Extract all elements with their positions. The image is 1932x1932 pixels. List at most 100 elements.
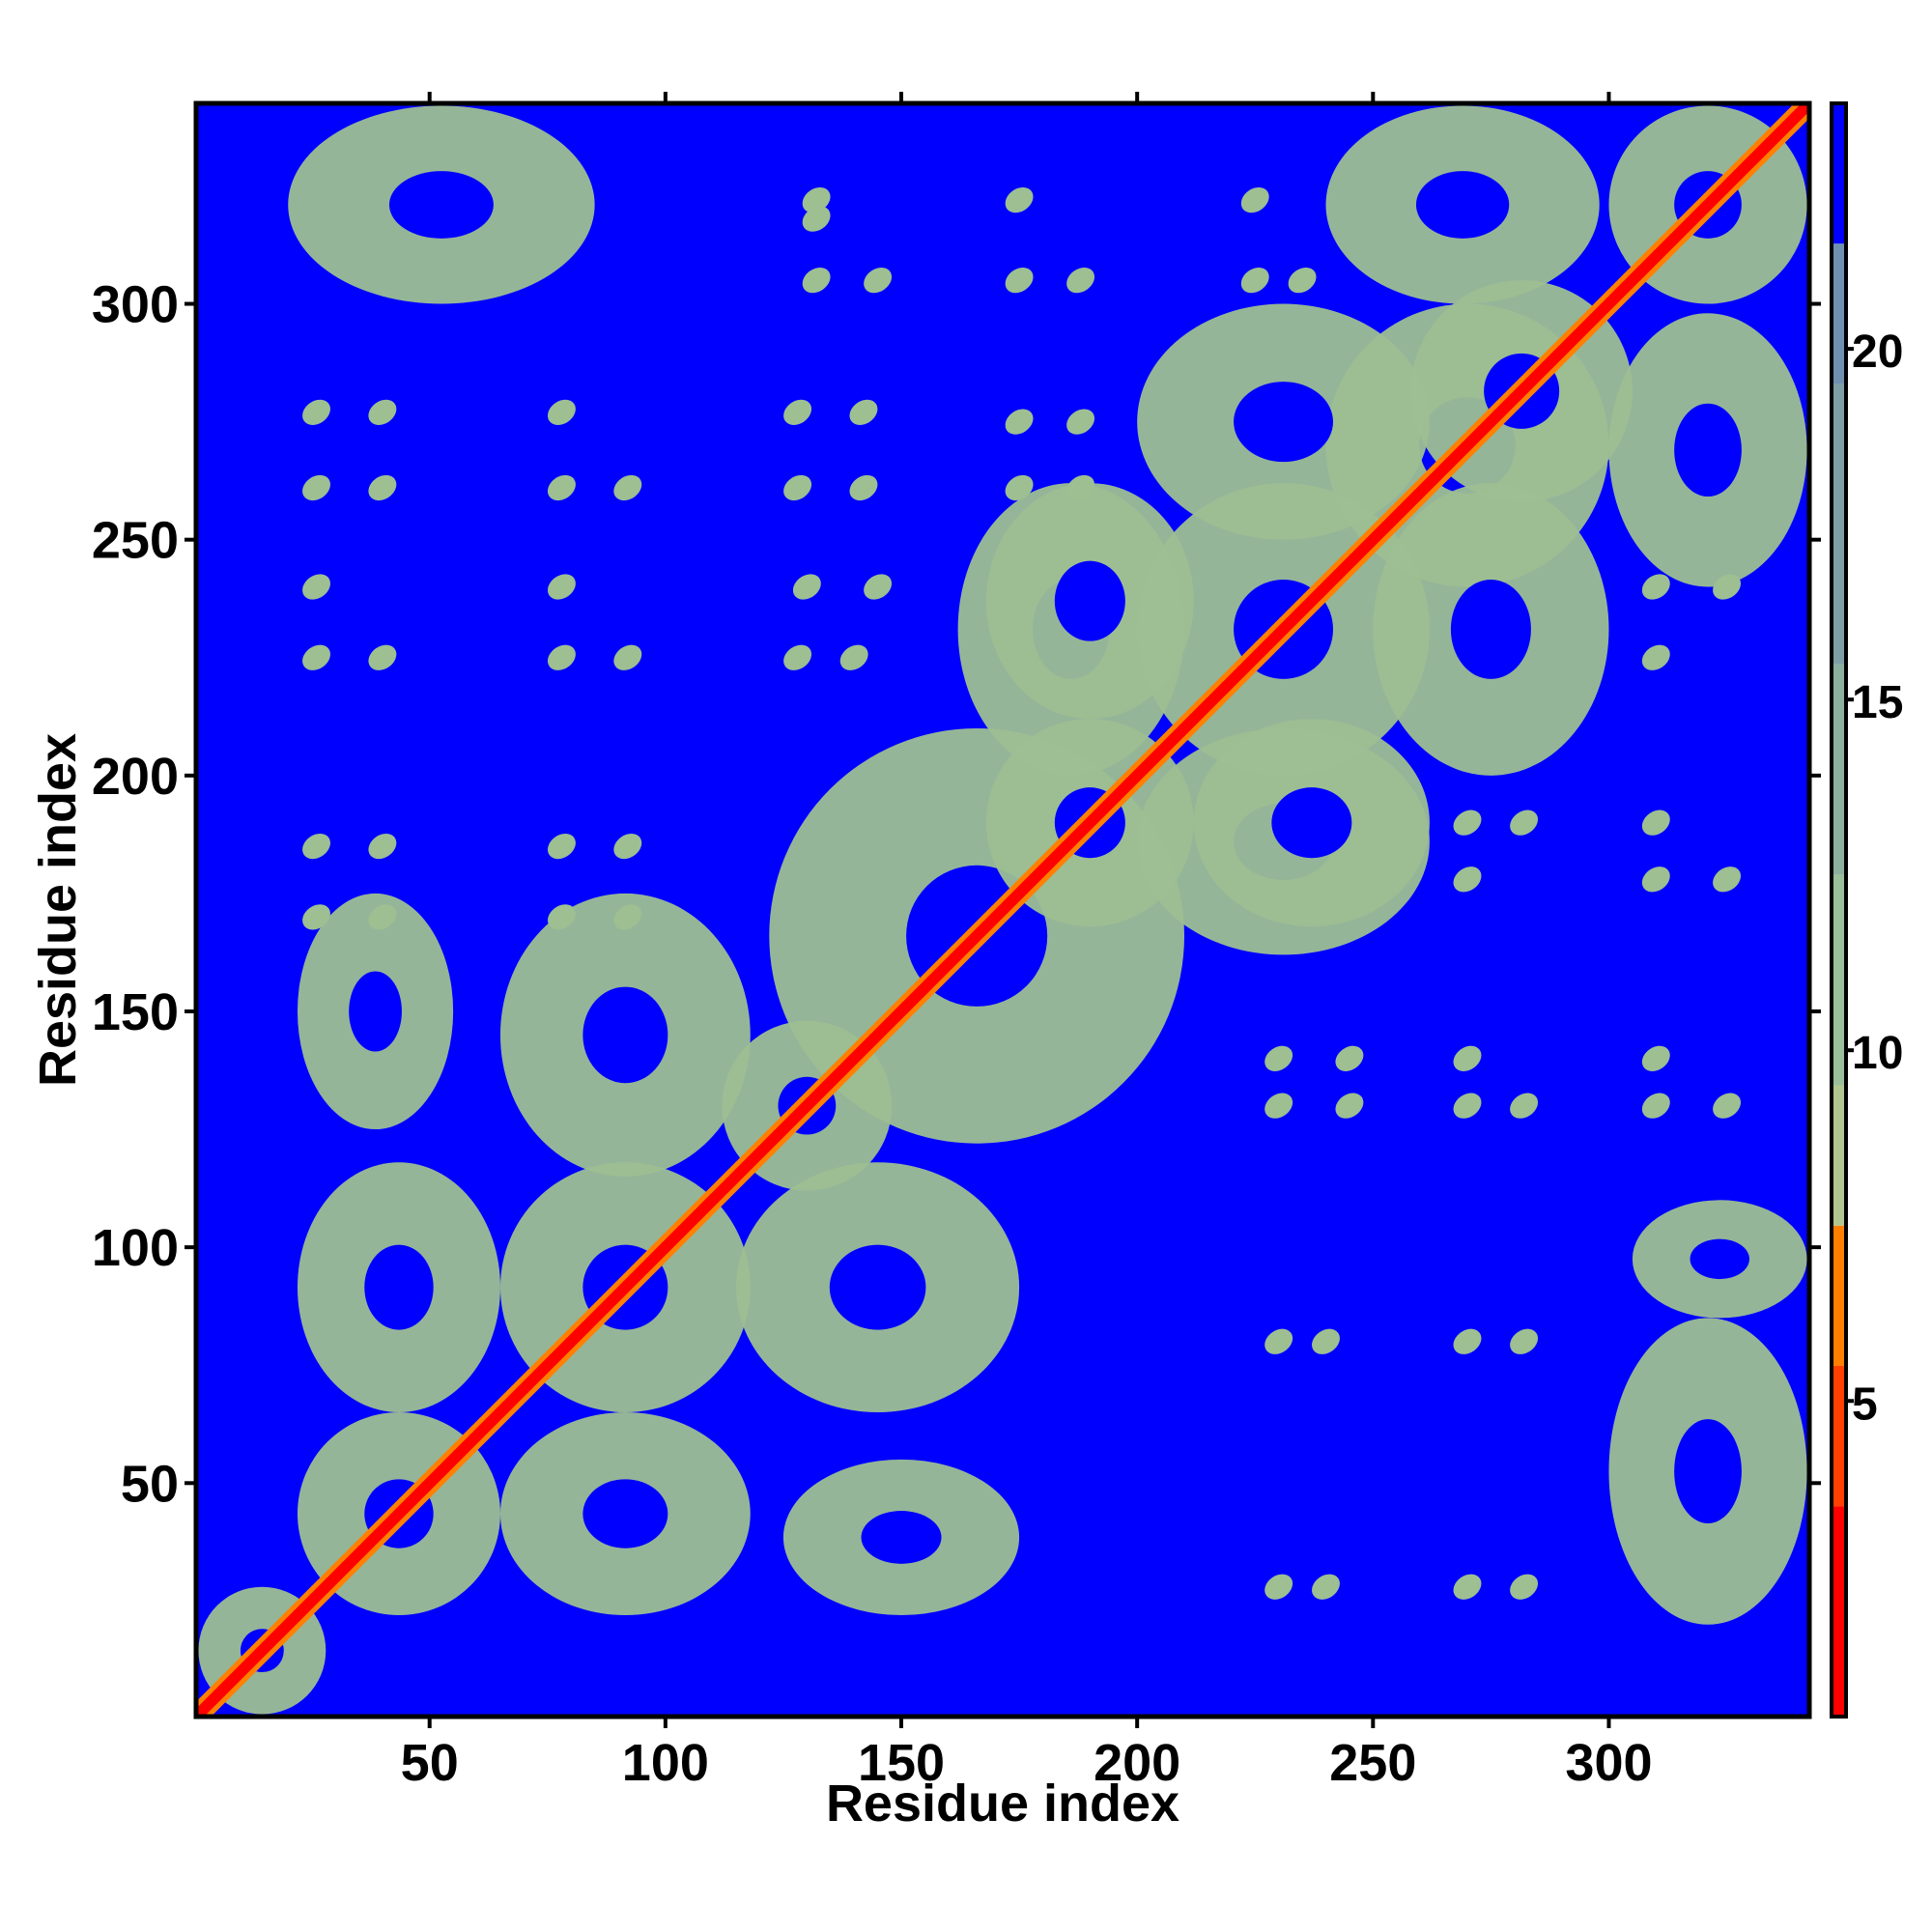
contact-spot <box>547 833 576 860</box>
contact-spot <box>613 644 642 670</box>
contact-spot <box>1066 409 1095 435</box>
contact-block-pocket <box>1234 382 1334 463</box>
colorbar-segment <box>1832 874 1846 1086</box>
colorbar-segment <box>1832 103 1846 244</box>
contact-spot <box>1335 1093 1364 1119</box>
colorbar-segment <box>1832 1085 1846 1226</box>
contact-spot <box>547 904 576 930</box>
contact-spot <box>1453 810 1482 836</box>
contact-spot <box>302 833 330 860</box>
heatmap-area <box>196 103 1809 1717</box>
contact-block-pocket <box>861 1511 942 1564</box>
colorbar-segment <box>1832 664 1846 875</box>
contact-spot <box>792 574 821 600</box>
contact-spot <box>1264 1328 1293 1354</box>
contact-spot <box>1240 267 1269 294</box>
contact-block-pocket <box>1450 579 1531 679</box>
contact-spot <box>368 399 397 425</box>
contact-spot <box>302 399 330 425</box>
contact-spot <box>547 399 576 425</box>
contact-spot <box>368 904 397 930</box>
contact-block-pocket <box>364 1244 434 1330</box>
contact-spot <box>783 644 812 670</box>
x-tick-label: 300 <box>1565 1734 1652 1792</box>
contact-spot <box>368 644 397 670</box>
contact-spot <box>1264 1093 1293 1119</box>
contact-spot <box>1066 474 1095 501</box>
contact-spot <box>1005 409 1034 435</box>
contact-block-pocket <box>1674 403 1742 497</box>
contact-spot <box>1005 474 1034 501</box>
contact-spot <box>839 644 868 670</box>
x-tick-label: 50 <box>401 1734 459 1792</box>
contact-spot <box>1005 186 1034 213</box>
contact-spot <box>1641 867 1670 893</box>
colorbar-segment <box>1832 1225 1846 1366</box>
contact-spot <box>368 474 397 501</box>
colorbar-frame <box>1830 101 1848 1719</box>
contact-spot <box>1288 267 1317 294</box>
contact-spot <box>1453 1328 1482 1354</box>
colorbar-tick-label: 20 <box>1852 327 1903 378</box>
contact-spot <box>1713 1093 1742 1119</box>
contact-spot <box>1510 1328 1539 1354</box>
contact-spot <box>1510 1093 1539 1119</box>
contact-spot <box>1005 267 1034 294</box>
contact-spot <box>613 474 642 501</box>
contact-spot <box>302 574 330 600</box>
contact-spot <box>1641 644 1670 670</box>
x-tick-label: 100 <box>622 1734 709 1792</box>
contact-spot <box>1453 1045 1482 1071</box>
contact-block-pocket <box>582 1479 668 1548</box>
colorbar-tick-label: 10 <box>1852 1028 1903 1079</box>
contact-block-pocket <box>1271 787 1352 859</box>
contact-spot <box>1510 810 1539 836</box>
contact-spot <box>1641 1045 1670 1071</box>
contact-spot <box>1453 1574 1482 1600</box>
y-tick-label: 50 <box>121 1455 179 1513</box>
contact-block-pocket <box>1674 1419 1742 1524</box>
x-tick-label: 200 <box>1094 1734 1180 1792</box>
contact-spot <box>1240 186 1269 213</box>
contact-spot <box>1641 574 1670 600</box>
contact-spot <box>864 267 893 294</box>
contact-spot <box>1713 574 1742 600</box>
contact-spot <box>1641 810 1670 836</box>
x-tick-label: 150 <box>858 1734 945 1792</box>
x-axis: 50 100 150 200 250 300 <box>401 92 1653 1792</box>
contact-spot <box>1312 1574 1340 1600</box>
contact-block-pocket <box>1690 1238 1749 1280</box>
colorbar-tick-label: 5 <box>1852 1378 1878 1430</box>
contact-spot <box>1264 1574 1293 1600</box>
contact-block-pocket <box>388 171 494 239</box>
contact-spot <box>302 644 330 670</box>
contact-spot <box>1453 1093 1482 1119</box>
plot-frame <box>193 100 1812 1719</box>
y-tick-label: 200 <box>92 748 179 806</box>
contact-spot <box>783 399 812 425</box>
contact-spot <box>547 474 576 501</box>
x-tick-label: 250 <box>1329 1734 1416 1792</box>
colorbar-segment <box>1832 1365 1846 1507</box>
y-tick-label: 250 <box>92 512 179 570</box>
contact-block-pocket <box>349 971 402 1052</box>
contact-block-pocket <box>1415 171 1510 239</box>
contact-spot <box>1453 867 1482 893</box>
contact-spot <box>547 644 576 670</box>
contact-spot <box>1335 1045 1364 1071</box>
contact-spot <box>849 474 878 501</box>
contact-block-pocket <box>582 986 668 1084</box>
y-tick-label: 100 <box>92 1219 179 1277</box>
contact-spot <box>613 904 642 930</box>
contact-spot <box>802 206 831 232</box>
contact-spot <box>802 186 831 213</box>
colorbar-segment <box>1832 243 1846 384</box>
contact-spot <box>1713 867 1742 893</box>
diagonal <box>196 103 1809 1717</box>
colorbar: 5 10 15 20 <box>1830 101 1903 1719</box>
contact-block-pocket <box>1054 560 1125 641</box>
contact-spot <box>849 399 878 425</box>
y-axis-title: Residue index <box>29 733 87 1087</box>
contact-spot <box>302 474 330 501</box>
